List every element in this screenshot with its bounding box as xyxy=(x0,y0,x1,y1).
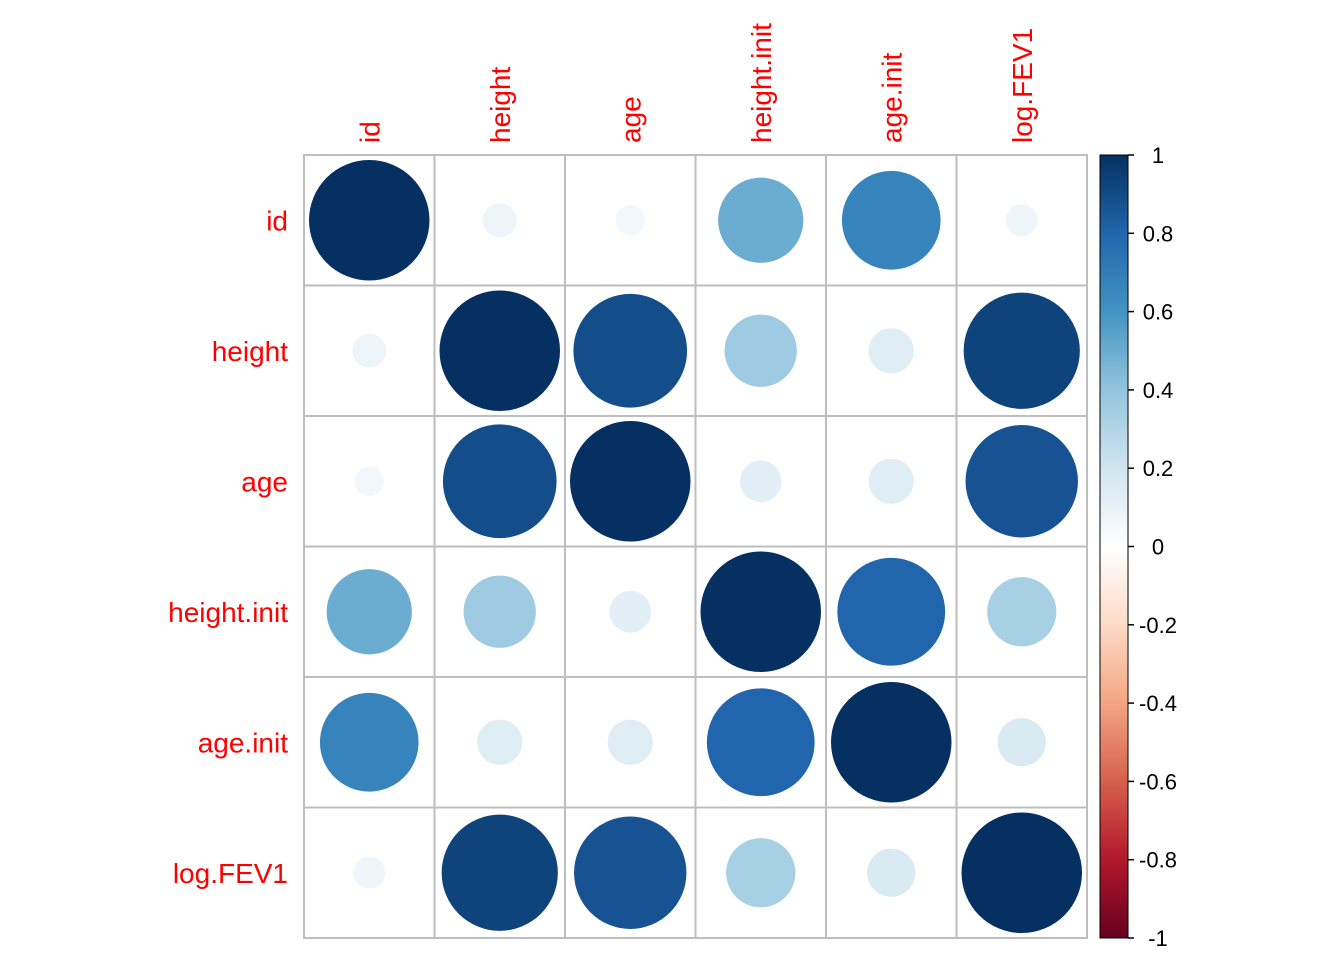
row-label: log.FEV1 xyxy=(173,858,288,889)
correlation-circle xyxy=(961,812,1082,933)
row-label: height xyxy=(212,336,289,367)
colorbar-tick-label: -0.6 xyxy=(1139,769,1177,794)
correlation-circle xyxy=(609,590,652,633)
row-label: height.init xyxy=(168,597,288,628)
colorbar-tick-label: -0.2 xyxy=(1139,613,1177,638)
column-label: height.init xyxy=(746,23,777,143)
colorbar-tick-label: 1 xyxy=(1152,143,1164,168)
correlation-circle xyxy=(442,424,557,539)
correlation-circle xyxy=(570,421,691,542)
correlation-circle xyxy=(482,203,517,238)
correlation-circle xyxy=(477,719,523,765)
colorbar-tick-label: 0 xyxy=(1152,535,1164,560)
colorbar-tick-label: 0.6 xyxy=(1143,300,1174,325)
correlation-circle xyxy=(831,682,952,803)
color-legend: 1 0.8 0.6 0.4 0.2 0 -0.2 -0.4 -0.6 -0.8 -1 xyxy=(1099,143,1177,951)
colorbar-tick-label: 0.4 xyxy=(1143,378,1174,403)
column-label: height xyxy=(485,66,516,143)
correlation-circle xyxy=(841,170,941,270)
correlation-circle xyxy=(997,718,1046,767)
correlation-circle xyxy=(718,177,804,263)
correlation-circle xyxy=(441,814,558,931)
correlation-circle xyxy=(574,816,687,929)
correlation-circle xyxy=(700,551,821,672)
correlation-circle xyxy=(867,848,916,897)
correlation-circle xyxy=(326,569,412,655)
correlation-circle xyxy=(868,458,914,504)
colorbar-tick-label: -1 xyxy=(1148,926,1168,951)
correlation-circle xyxy=(607,719,653,765)
colorbar-tick-label: 0.8 xyxy=(1143,221,1174,246)
row-labels: id height age height.init age.init log.FEV1 xyxy=(168,205,288,889)
correlation-circle xyxy=(354,466,385,497)
column-label: id xyxy=(354,121,385,143)
correlation-circle xyxy=(615,205,646,236)
column-label: log.FEV1 xyxy=(1007,28,1038,143)
row-label: age.init xyxy=(198,727,289,758)
colorbar-tick-label: 0.2 xyxy=(1143,456,1174,481)
correlation-circle xyxy=(319,692,419,792)
correlation-circle xyxy=(463,575,536,648)
colorbar-tick-label: -0.4 xyxy=(1139,691,1177,716)
column-label: age xyxy=(615,96,646,143)
column-label: age.init xyxy=(876,52,907,143)
correlation-circle xyxy=(573,293,688,408)
correlation-circle xyxy=(739,460,782,503)
row-label: age xyxy=(241,466,288,497)
row-label: id xyxy=(266,205,288,236)
correlation-circle xyxy=(352,333,387,368)
cell-grid xyxy=(303,154,1088,939)
correlation-circle xyxy=(439,290,560,411)
correlation-circle xyxy=(987,577,1057,647)
correlation-circle xyxy=(726,838,796,908)
column-labels: id height age height.init age.init log.FEV1 xyxy=(354,23,1038,143)
correlation-circle xyxy=(868,328,914,374)
colorbar-tick-label: -0.8 xyxy=(1139,848,1177,873)
correlation-circle xyxy=(309,160,430,281)
correlation-circle xyxy=(837,557,946,666)
correlation-circle xyxy=(724,314,797,387)
correlation-circle xyxy=(706,688,815,797)
correlation-circles xyxy=(309,160,1082,933)
colorbar-gradient xyxy=(1099,154,1129,939)
correlation-circle xyxy=(963,292,1080,409)
correlation-circle xyxy=(353,856,386,889)
correlation-circle xyxy=(965,425,1078,538)
correlation-circle xyxy=(1005,204,1038,237)
